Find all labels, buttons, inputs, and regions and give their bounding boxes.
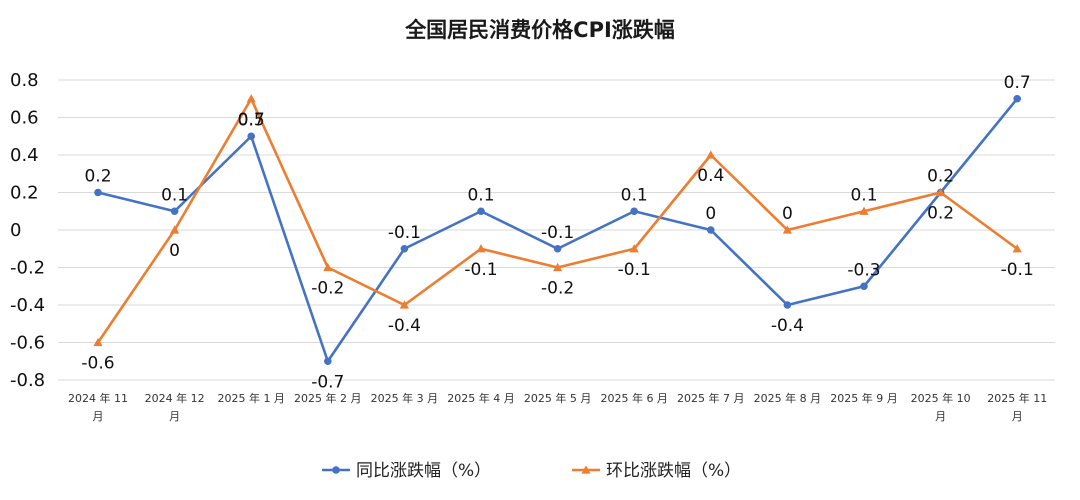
data-label: -0.4 (771, 316, 804, 336)
data-point (1012, 244, 1022, 253)
data-label: 0.1 (161, 185, 188, 205)
x-tick-label: 2025 年 4 月 (447, 391, 514, 405)
data-label: 0.1 (850, 185, 877, 205)
y-tick-label: -0.4 (10, 295, 45, 316)
legend-item-2: 环比涨跌幅（%） (572, 461, 741, 481)
x-tick-label: 2025 年 8 月 (754, 391, 821, 405)
data-point (1013, 94, 1021, 103)
legend-marker (332, 466, 340, 474)
x-tick-label: 2025 年 3 月 (371, 391, 438, 405)
x-tick-label: 2024 年 11 (68, 391, 128, 405)
data-point (476, 244, 486, 253)
chart-title: 全国居民消费价格CPI涨跌幅 (404, 18, 675, 42)
y-axis: -0.8 -0.6 -0.4 -0.2 0 0.2 0.4 0.6 0.8 (10, 70, 45, 391)
data-point (399, 300, 409, 309)
y-tick-label: 0.2 (10, 183, 39, 204)
legend-label: 同比涨跌幅（%） (356, 461, 491, 481)
series-layer (93, 94, 1022, 366)
x-tick-label: 2025 年 10 (911, 391, 971, 405)
y-tick-label: 0.8 (10, 70, 39, 91)
data-label: -0.7 (311, 372, 344, 392)
data-label: 0.1 (467, 185, 494, 205)
data-point (324, 357, 332, 366)
x-tick-label: 2025 年 9 月 (830, 391, 897, 405)
data-label: 0.7 (238, 110, 265, 130)
y-tick-label: -0.8 (10, 370, 45, 391)
legend-label: 环比涨跌幅（%） (606, 461, 741, 481)
legend-marker (581, 465, 591, 474)
x-axis: 2024 年 11 月 2024 年 12 月 2025 年 1 月 2025 年 2 月… (68, 391, 1047, 423)
data-point (630, 207, 638, 216)
data-label: 0.2 (927, 167, 954, 187)
data-point (246, 94, 256, 103)
x-tick-label: 月 (169, 410, 180, 423)
y-tick-label: 0.4 (10, 145, 39, 166)
data-label: -0.4 (388, 316, 421, 336)
data-label: 0 (705, 204, 716, 224)
data-point (323, 262, 333, 272)
data-point (400, 244, 409, 253)
data-label: -0.1 (1001, 260, 1034, 280)
data-point (629, 244, 639, 253)
data-label: -0.1 (388, 223, 421, 243)
x-tick-label: 2025 年 1 月 (217, 391, 284, 405)
x-tick-label: 2025 年 6 月 (600, 391, 667, 405)
data-point (170, 207, 179, 216)
data-point (477, 207, 485, 216)
data-labels: 0.2 0.1 0.5 -0.7 -0.1 0.1 -0.1 0.1 0 -0.4 -0.3 0.2 0… (81, 73, 1033, 393)
data-label: -0.1 (618, 260, 651, 280)
data-label: -0.2 (541, 279, 574, 299)
series-2 (93, 94, 1022, 347)
data-point (859, 206, 869, 215)
data-label: 0 (169, 241, 180, 261)
x-tick-label: 2025 年 11 (987, 391, 1047, 405)
data-point (707, 226, 715, 234)
data-label: 0.2 (84, 167, 111, 187)
data-label: -0.1 (541, 223, 574, 243)
data-label: 0.1 (621, 185, 648, 205)
data-point (860, 282, 868, 291)
data-label: 0.4 (697, 166, 724, 186)
data-point (782, 225, 792, 234)
y-tick-label: -0.6 (10, 333, 45, 354)
data-point (170, 225, 180, 234)
data-point (936, 187, 946, 197)
y-tick-label: 0.6 (10, 108, 39, 129)
x-tick-label: 2024 年 12 (145, 391, 205, 405)
legend-item-1: 同比涨跌幅（%） (322, 461, 491, 481)
y-tick-label: -0.2 (10, 258, 45, 279)
data-point (553, 262, 563, 272)
data-point (247, 132, 255, 141)
data-label: 0.7 (1004, 73, 1031, 93)
grid-lines (58, 79, 1055, 381)
data-label: 0.2 (927, 204, 954, 224)
data-label: 0 (782, 204, 793, 224)
series-line (96, 97, 1018, 344)
data-point (783, 301, 792, 309)
x-tick-label: 2025 年 5 月 (524, 391, 591, 405)
series-1 (94, 94, 1021, 366)
data-point (706, 150, 716, 159)
x-tick-label: 月 (935, 410, 946, 423)
data-label: -0.1 (464, 260, 497, 280)
x-tick-label: 月 (1012, 410, 1023, 423)
x-tick-label: 2025 年 7 月 (677, 391, 744, 405)
data-label: -0.6 (81, 354, 114, 374)
x-tick-label: 2025 年 2 月 (294, 391, 361, 405)
x-tick-label: 月 (93, 410, 104, 423)
data-label: -0.3 (847, 260, 880, 280)
data-label: 0.5 (238, 110, 265, 130)
y-tick-label: 0 (10, 220, 21, 241)
data-point (553, 244, 562, 253)
data-point (94, 188, 102, 197)
data-label: -0.2 (311, 279, 344, 299)
legend: 同比涨跌幅（%） 环比涨跌幅（%） (322, 461, 741, 481)
data-point (93, 337, 103, 347)
